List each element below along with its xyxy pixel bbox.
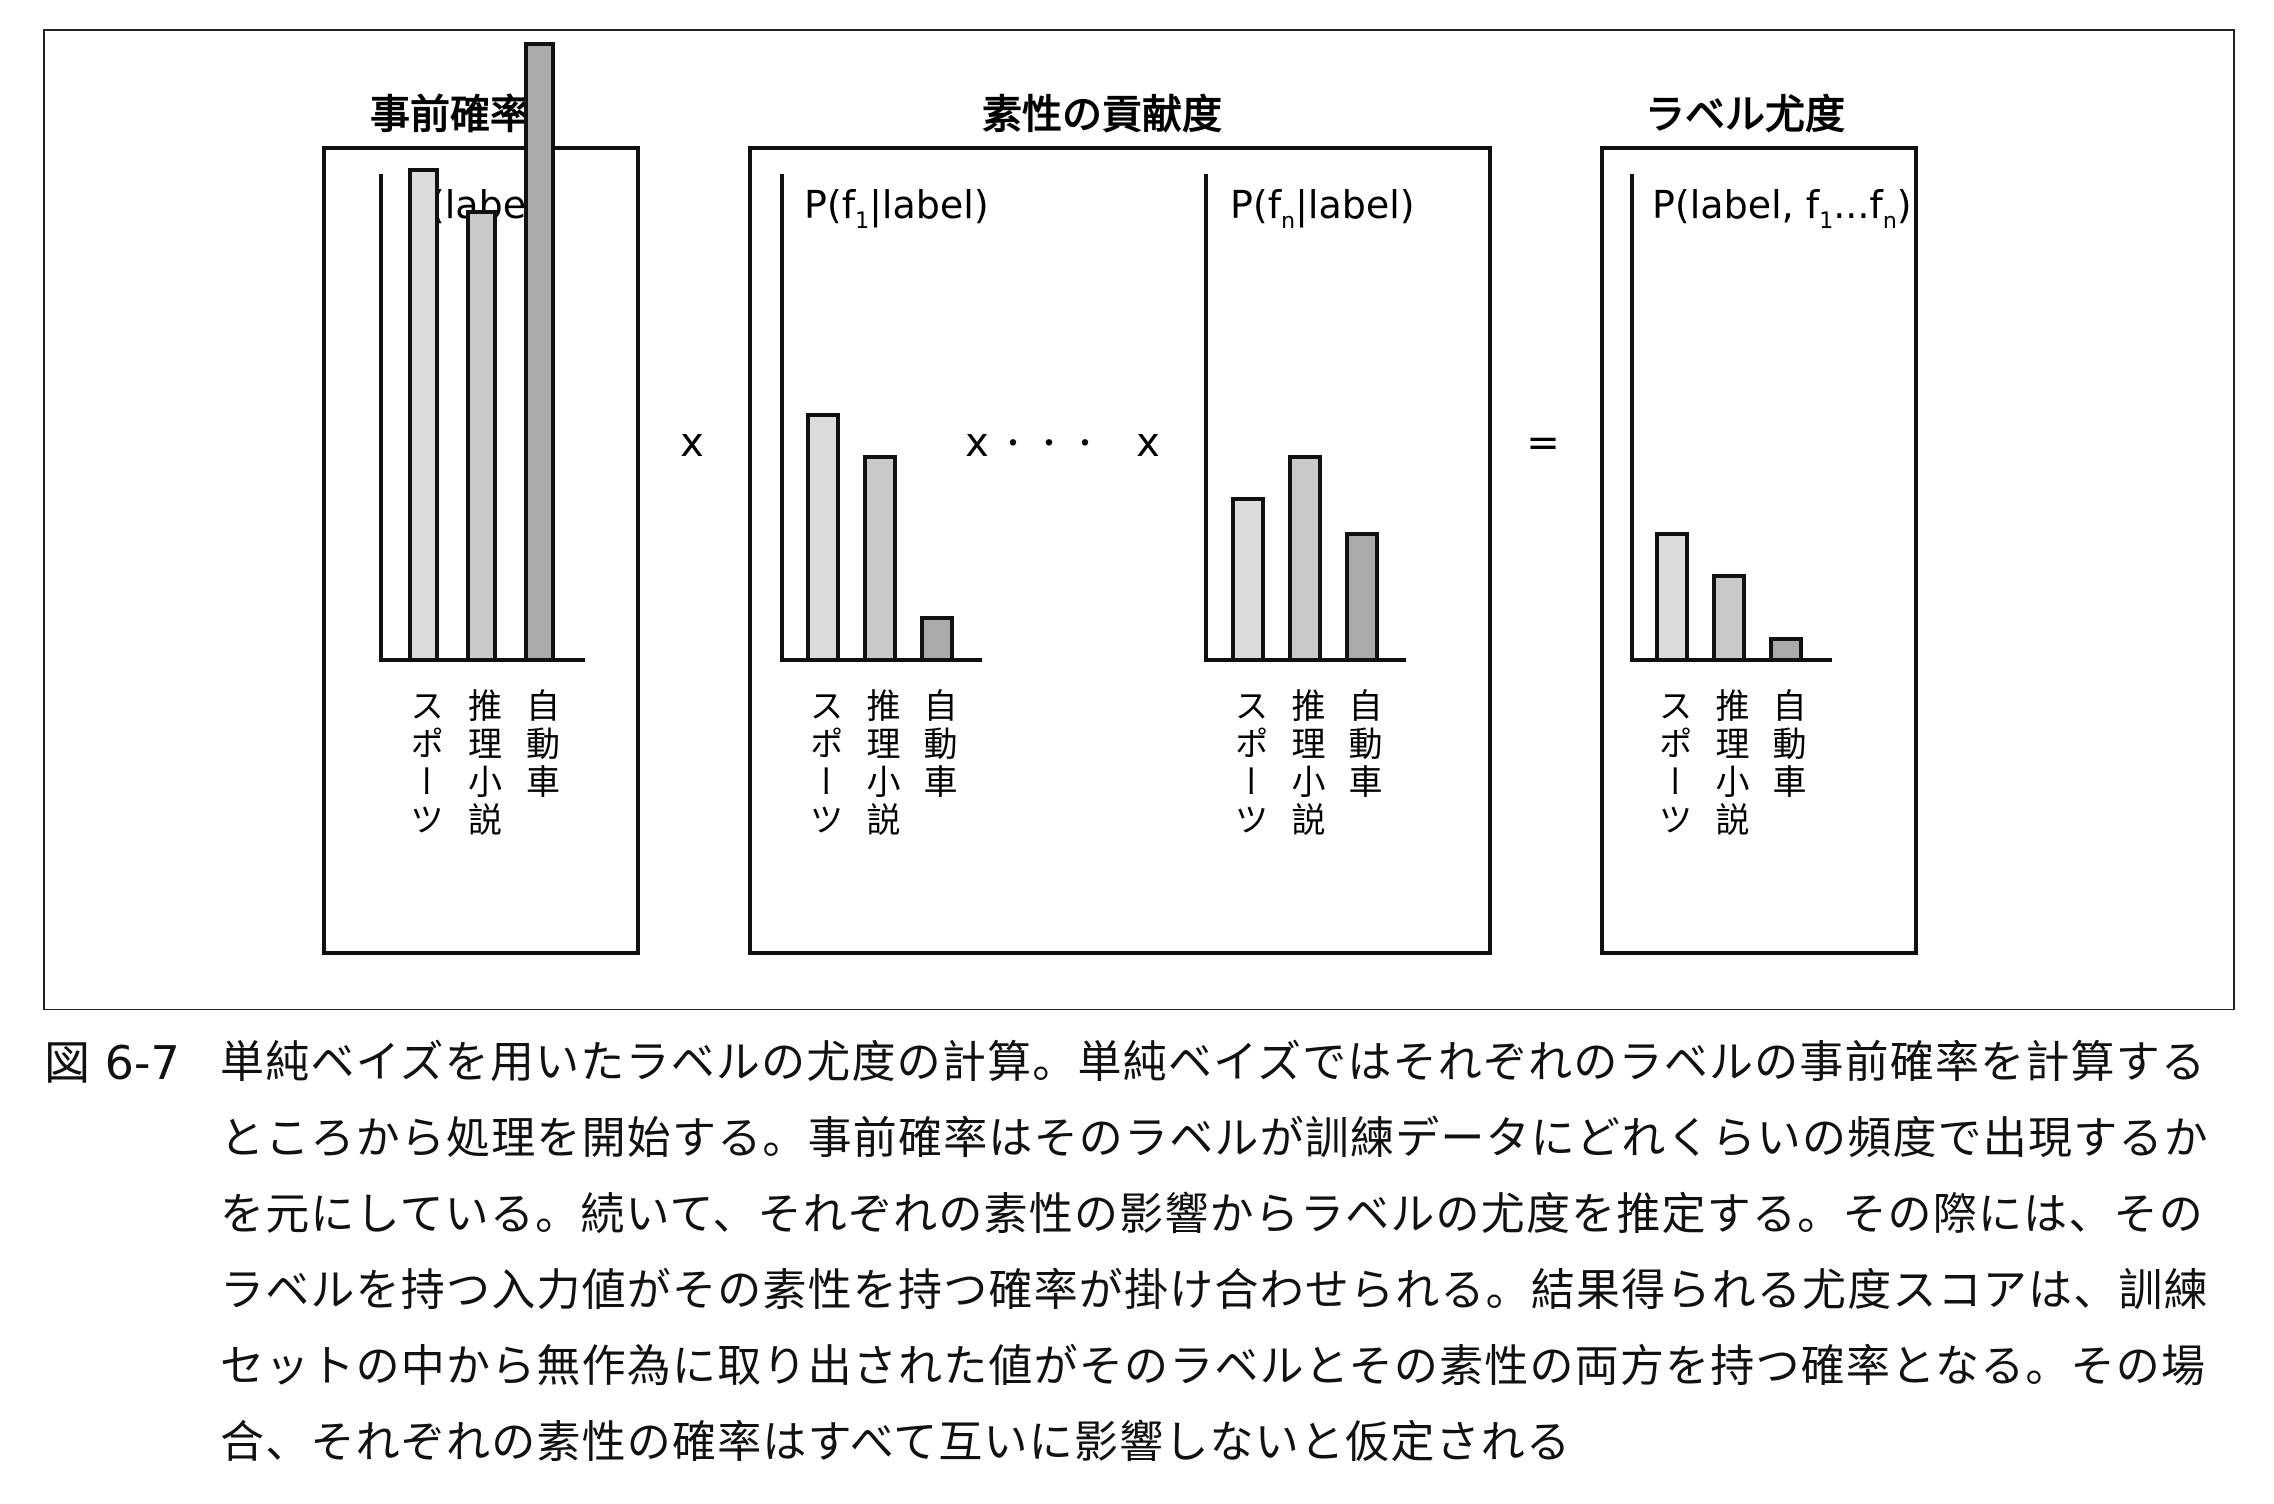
panel-feature-n: P(fn|label) スポーツ 推理小説 自動車 <box>1204 174 1415 840</box>
category-label: 推理小説 <box>1709 688 1749 840</box>
bar <box>806 413 840 662</box>
caption-line: ところから処理を開始する。事前確率はそのラベルが訓練データにどれくらいの頻度で出… <box>220 1113 2209 1164</box>
multiply-operator: x <box>965 420 989 466</box>
bar <box>1231 497 1265 662</box>
group-title-label-likelihood: ラベル尤度 <box>1645 92 1845 138</box>
multiply-operator: x <box>1136 420 1160 466</box>
bar <box>1712 574 1746 662</box>
caption-line: ラベルを持つ入力値がその素性を持つ確率が掛け合わせられる。結果得られる尤度スコア… <box>220 1265 2209 1316</box>
category-label: 推理小説 <box>462 688 502 840</box>
caption-line: 単純ベイズを用いたラベルの尤度の計算。単純ベイズではそれぞれのラベルの事前確率を… <box>220 1037 2207 1088</box>
panel-label: P(f1|label) <box>804 183 989 234</box>
category-label: 自動車 <box>1766 688 1806 802</box>
category-label: 推理小説 <box>1285 688 1325 840</box>
bar <box>1288 455 1322 662</box>
panel-label: P(label, f1...fn) <box>1652 183 1912 234</box>
bar <box>863 455 897 662</box>
category-label: 推理小説 <box>860 688 900 840</box>
multiply-operator: x <box>680 420 704 466</box>
caption-line: を元にしている。続いて、それぞれの素性の影響からラベルの尤度を推定する。その際に… <box>220 1189 2204 1240</box>
category-label: スポーツ <box>1228 688 1268 840</box>
category-label: 自動車 <box>520 688 560 802</box>
category-label: スポーツ <box>1652 688 1692 840</box>
bar <box>1345 532 1379 662</box>
panel-label: P(fn|label) <box>1230 183 1415 234</box>
naive-bayes-figure: 事前確率 素性の貢献度 ラベル尤度 x x ・・・ x = P(label) ス… <box>43 29 2235 1010</box>
bar <box>920 616 954 662</box>
figure-number: 図 6-7 <box>44 1036 180 1090</box>
bar <box>408 168 439 662</box>
bar <box>466 210 497 662</box>
panel-likelihood: P(label, f1...fn) スポーツ 推理小説 自動車 <box>1630 174 1912 840</box>
group-box-label-likelihood <box>1600 146 1918 955</box>
category-label: 自動車 <box>1342 688 1382 802</box>
caption-line: セットの中から無作為に取り出された値がそのラベルとその素性の両方を持つ確率となる… <box>220 1341 2207 1392</box>
panel-prior: P(label) スポーツ 推理小説 自動車 <box>379 42 585 840</box>
equals-operator: = <box>1526 420 1560 466</box>
bar <box>1769 637 1803 662</box>
caption-line: 合、それぞれの素性の確率はすべて互いに影響しないと仮定される <box>220 1417 1572 1468</box>
group-box-feature-contribution <box>748 146 1492 955</box>
panel-feature-1: P(f1|label) スポーツ 推理小説 自動車 <box>780 174 989 840</box>
figure-frame <box>43 29 2235 1010</box>
ellipsis-operator: ・・・ <box>998 427 1106 462</box>
category-label: スポーツ <box>404 688 444 840</box>
category-label: 自動車 <box>917 688 957 802</box>
bar <box>524 42 555 662</box>
bar <box>1655 532 1689 662</box>
category-label: スポーツ <box>803 688 843 840</box>
group-title-prior: 事前確率 <box>370 92 530 138</box>
group-box-prior <box>322 146 640 955</box>
group-title-feature-contribution: 素性の貢献度 <box>982 92 1222 138</box>
